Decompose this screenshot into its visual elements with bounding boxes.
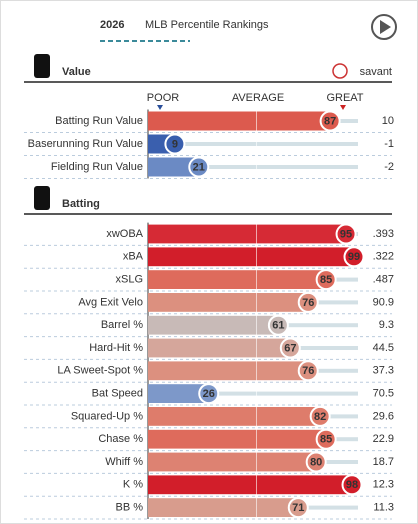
metric-label: Barrel % — [101, 319, 143, 331]
track — [148, 142, 358, 146]
percentile-circle — [164, 133, 186, 155]
percentile-circle — [188, 156, 210, 178]
percentile-bar — [148, 157, 199, 177]
percentile-label: 76 — [302, 297, 314, 309]
percentile-bar — [148, 293, 309, 312]
percentile-circle — [279, 337, 301, 359]
percentile-label: 82 — [314, 411, 326, 423]
section-title: Batting — [62, 198, 100, 210]
percentile-circle — [343, 246, 365, 268]
metric-label: Fielding Run Value — [51, 161, 143, 173]
metric-label: Batting Run Value — [55, 115, 143, 127]
metric-value: 18.7 — [373, 456, 394, 468]
percentile-bar — [148, 224, 347, 244]
percentile-circle — [198, 383, 220, 405]
metric-label: Baserunning Run Value — [28, 138, 143, 150]
metric-label: xSLG — [115, 274, 143, 286]
percentile-bar — [148, 111, 331, 131]
section-icon — [34, 54, 50, 78]
metric-label: Hard-Hit % — [89, 342, 143, 354]
metric-value: 70.5 — [373, 388, 394, 400]
metric-value: 12.3 — [373, 479, 394, 491]
title-year: 2026 — [100, 19, 124, 31]
percentile-label: 85 — [320, 434, 332, 446]
percentile-bar — [148, 247, 355, 267]
metric-label: Whiff % — [105, 456, 143, 468]
percentile-bar — [148, 429, 327, 449]
scale-average: AVERAGE — [232, 92, 284, 104]
percentile-bar — [148, 270, 327, 289]
title: MLB Percentile Rankings — [145, 19, 269, 31]
metric-label: xwOBA — [106, 228, 143, 240]
metric-label: Avg Exit Velo — [78, 296, 143, 308]
metric-value: 29.6 — [373, 410, 394, 422]
percentile-label: 76 — [302, 365, 314, 377]
percentile-label: 9 — [172, 138, 178, 150]
poor-arrow — [157, 105, 163, 110]
percentile-circle — [341, 474, 363, 496]
percentile-bar — [148, 361, 309, 381]
percentile-bar — [148, 315, 279, 335]
metric-value: 22.9 — [373, 433, 394, 445]
percentile-bar — [148, 338, 291, 358]
percentile-label: 26 — [203, 388, 215, 400]
percentile-label: 87 — [324, 115, 336, 127]
percentile-label: 98 — [346, 479, 358, 491]
metric-label: Squared-Up % — [71, 410, 143, 422]
scale-poor: POOR — [147, 92, 179, 104]
percentile-label: 85 — [320, 274, 332, 286]
metric-label: K % — [123, 479, 143, 491]
percentile-label: 71 — [292, 502, 304, 514]
metric-value: .487 — [373, 274, 394, 286]
track — [148, 165, 358, 169]
section-icon — [34, 186, 50, 210]
metric-value: 44.5 — [373, 342, 394, 354]
percentile-circle — [309, 405, 331, 427]
metric-label: Bat Speed — [92, 388, 143, 400]
metric-value: 10 — [382, 115, 394, 127]
percentile-circle — [315, 428, 337, 450]
scale-great: GREAT — [326, 92, 363, 104]
metric-value: .322 — [373, 251, 394, 263]
percentile-label: 80 — [310, 456, 322, 468]
metric-value: 37.3 — [373, 365, 394, 377]
percentile-circle — [335, 223, 357, 245]
percentile-bar — [148, 452, 317, 472]
brand: savant — [360, 66, 392, 78]
metric-value: -1 — [384, 138, 394, 150]
metric-label: Chase % — [98, 433, 143, 445]
percentile-label: 67 — [284, 342, 296, 354]
metric-label: xBA — [123, 251, 144, 263]
percentile-bar — [148, 475, 353, 495]
metric-value: 9.3 — [379, 319, 394, 331]
play-button[interactable] — [371, 14, 397, 40]
percentile-circle — [287, 497, 309, 519]
percentile-label: 21 — [193, 161, 205, 173]
metric-value: -2 — [384, 161, 394, 173]
metric-label: LA Sweet-Spot % — [57, 365, 143, 377]
percentile-bar — [148, 498, 299, 517]
percentile-label: 61 — [272, 320, 284, 332]
percentile-circle — [267, 314, 289, 336]
track — [148, 391, 358, 396]
section-title: Value — [62, 66, 91, 78]
percentile-bar — [148, 384, 209, 403]
percentile-circle — [319, 110, 341, 132]
great-arrow — [340, 105, 346, 110]
brand-icon — [332, 63, 348, 79]
percentile-label: 95 — [340, 228, 352, 240]
percentile-bar — [148, 407, 321, 426]
percentile-circle — [297, 360, 319, 382]
metric-value: 90.9 — [373, 296, 394, 308]
percentile-label: 99 — [348, 251, 360, 263]
percentile-circle — [315, 269, 337, 291]
metric-label: BB % — [115, 502, 143, 514]
percentile-circle — [305, 451, 327, 473]
metric-value: .393 — [373, 228, 394, 240]
metric-value: 11.3 — [373, 502, 394, 514]
percentile-circle — [297, 291, 319, 313]
